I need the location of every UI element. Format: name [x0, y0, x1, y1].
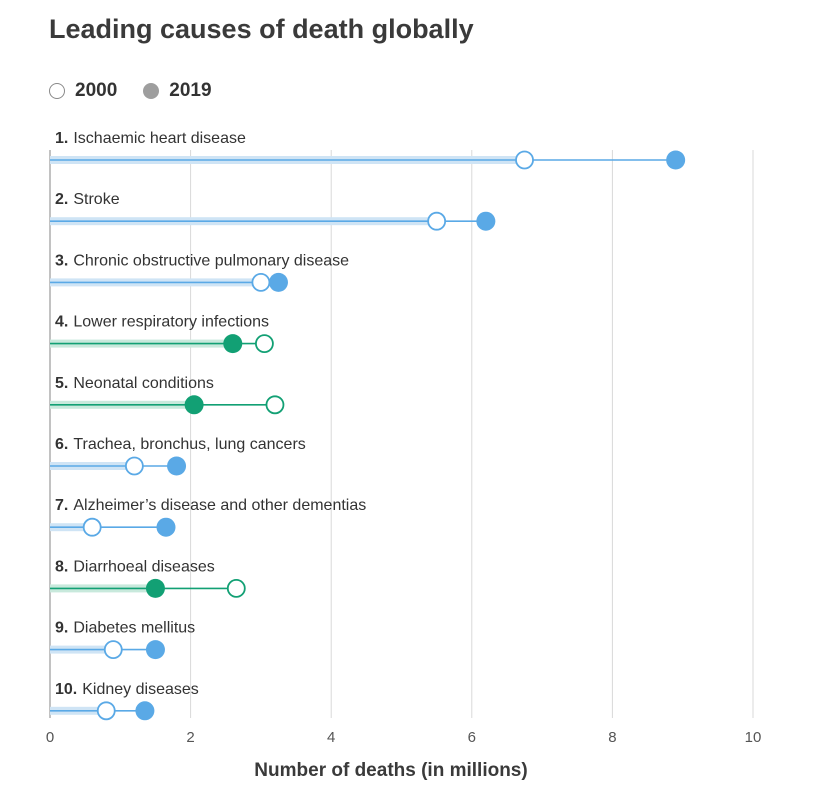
category-name: Kidney diseases [82, 681, 199, 698]
point-2019[interactable] [476, 211, 496, 231]
category-label: 3. Chronic obstructive pulmonary disease [55, 252, 349, 269]
point-2000[interactable] [226, 579, 246, 598]
x-tick-label: 6 [468, 729, 476, 746]
point-2019[interactable] [167, 456, 187, 476]
category-label: 4. Lower respiratory infections [55, 314, 269, 331]
category-label: 8. Diarrhoeal diseases [55, 558, 215, 575]
category-rank: 2. [55, 191, 68, 208]
category-name: Neonatal conditions [73, 375, 214, 392]
category-label: 6. Trachea, bronchus, lung cancers [55, 436, 306, 453]
point-2000[interactable] [515, 150, 534, 170]
chart-row: 10. Kidney diseases [50, 681, 199, 721]
x-tick-label: 10 [745, 729, 762, 746]
x-axis-ticks: 0 2 4 6 8 10 [46, 729, 762, 746]
chart-row: 7. Alzheimer’s disease and other dementia… [50, 497, 366, 537]
category-label: 9. Diabetes mellitus [55, 620, 195, 637]
point-2000[interactable] [251, 272, 271, 292]
category-rank: 10. [55, 681, 77, 698]
category-rank: 7. [55, 497, 68, 514]
category-label: 5. Neonatal conditions [55, 375, 214, 392]
category-name: Lower respiratory infections [73, 314, 269, 331]
point-2000[interactable] [96, 701, 116, 721]
category-name: Diarrhoeal diseases [73, 558, 214, 575]
legend-label-2019: 2019 [169, 80, 212, 101]
category-name: Chronic obstructive pulmonary disease [73, 252, 349, 269]
x-tick-label: 4 [327, 729, 335, 746]
category-name: Ischaemic heart disease [73, 130, 246, 147]
chart-rows: 1. Ischaemic heart disease 2. Stroke 3. Chron… [50, 130, 686, 721]
point-2019[interactable] [666, 150, 686, 170]
category-rank: 1. [55, 130, 68, 147]
category-name: Stroke [73, 191, 119, 208]
hollow-circle-icon [49, 83, 65, 99]
category-label: 10. Kidney diseases [55, 681, 199, 698]
chart-row: 9. Diabetes mellitus [50, 620, 195, 660]
point-2019[interactable] [268, 272, 288, 292]
category-name: Trachea, bronchus, lung cancers [73, 436, 305, 453]
legend-item-2019[interactable]: 2019 [143, 80, 212, 102]
category-name: Alzheimer’s disease and other dementias [73, 497, 366, 514]
category-rank: 3. [55, 252, 68, 269]
x-tick-label: 0 [46, 729, 54, 746]
chart-row: 6. Trachea, bronchus, lung cancers [50, 436, 306, 476]
x-axis-title: Number of deaths (in millions) [254, 760, 527, 781]
chart-row: 4. Lower respiratory infections [50, 314, 274, 354]
point-2019[interactable] [184, 395, 204, 415]
point-2019[interactable] [145, 578, 165, 598]
category-label: 2. Stroke [55, 191, 120, 208]
point-2019[interactable] [156, 517, 176, 537]
point-2019[interactable] [135, 701, 155, 721]
chart-row: 2. Stroke [50, 191, 496, 231]
x-tick-label: 8 [608, 729, 616, 746]
gridlines [49, 150, 754, 718]
point-2000[interactable] [255, 334, 274, 354]
chart-row: 8. Diarrhoeal diseases [50, 558, 246, 598]
x-tick-label: 2 [186, 729, 194, 746]
category-name: Diabetes mellitus [73, 620, 195, 637]
point-2000[interactable] [82, 517, 102, 537]
category-rank: 4. [55, 314, 68, 331]
chart-title: Leading causes of death globally [49, 14, 474, 44]
filled-circle-icon [143, 83, 160, 99]
category-rank: 9. [55, 620, 68, 637]
category-rank: 5. [55, 375, 68, 392]
point-2000[interactable] [103, 640, 123, 659]
legend-label-2000: 2000 [75, 80, 118, 101]
chart-row: 3. Chronic obstructive pulmonary disease [50, 252, 349, 292]
chart-row: 5. Neonatal conditions [50, 375, 285, 415]
point-2019[interactable] [223, 334, 243, 354]
point-2000[interactable] [124, 456, 144, 476]
category-label: 7. Alzheimer’s disease and other dementia… [55, 497, 366, 514]
category-label: 1. Ischaemic heart disease [55, 130, 246, 147]
category-rank: 6. [55, 436, 68, 453]
point-2000[interactable] [427, 211, 447, 231]
point-2019[interactable] [145, 640, 165, 660]
point-2000[interactable] [265, 395, 285, 415]
chart-row: 1. Ischaemic heart disease [50, 130, 686, 170]
legend-item-2000[interactable]: 2000 [49, 80, 117, 102]
category-rank: 8. [55, 558, 68, 575]
legend: 2000 2019 [49, 80, 238, 102]
